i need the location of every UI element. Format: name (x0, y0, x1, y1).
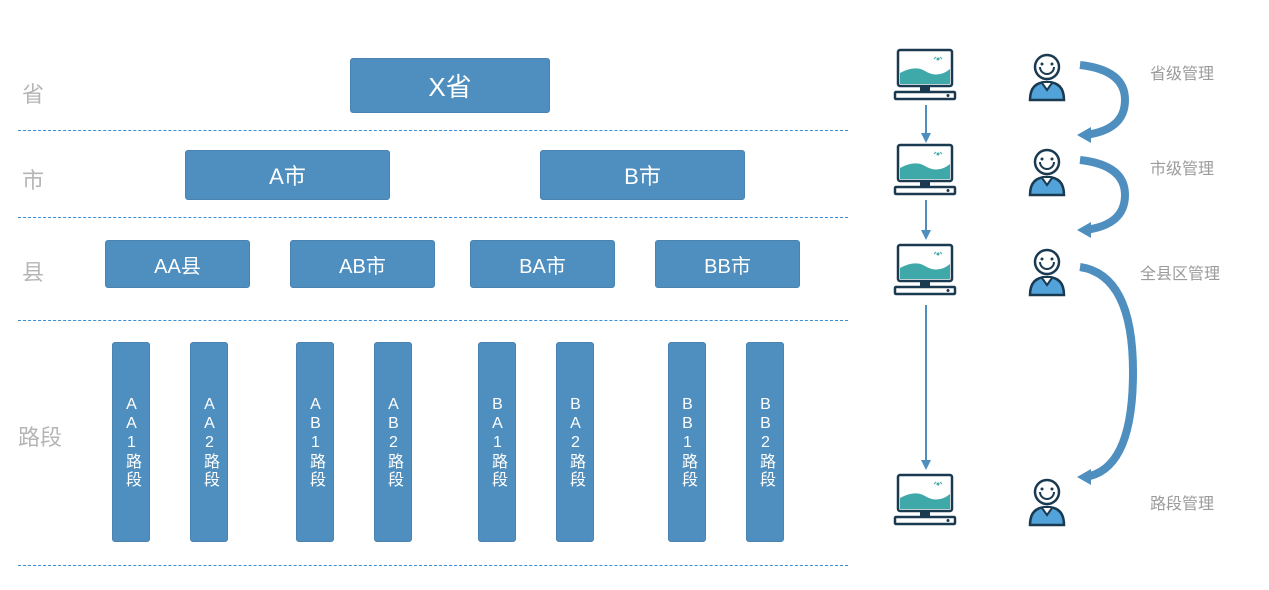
label-province: 省 (22, 77, 44, 109)
node-road-ab1: AB1路段 (296, 342, 334, 542)
computer-icon (890, 240, 960, 305)
mgmt-label-city: 市级管理 (1150, 155, 1214, 179)
person-icon (1020, 145, 1075, 205)
node-road-aa1: AA1路段 (112, 342, 150, 542)
node-road-aa2: AA2路段 (190, 342, 228, 542)
node-road-ba1: BA1路段 (478, 342, 516, 542)
label-road: 路段 (18, 420, 62, 452)
divider-1 (18, 130, 848, 131)
node-road-ba2: BA2路段 (556, 342, 594, 542)
curve-arrow-icon (1075, 55, 1135, 150)
label-county: 县 (22, 255, 44, 287)
person-icon (1020, 475, 1075, 535)
node-road-bb2: BB2路段 (746, 342, 784, 542)
node-city-b: B市 (540, 150, 745, 200)
node-county-ab: AB市 (290, 240, 435, 288)
arrow-down-icon (919, 305, 933, 475)
person-icon (1020, 245, 1075, 305)
node-road-ab2: AB2路段 (374, 342, 412, 542)
node-city-a: A市 (185, 150, 390, 200)
node-county-bb: BB市 (655, 240, 800, 288)
node-road-bb1: BB1路段 (668, 342, 706, 542)
arrow-down-icon (919, 105, 933, 148)
node-county-aa: AA县 (105, 240, 250, 288)
mgmt-label-road: 路段管理 (1150, 490, 1214, 514)
arrow-down-icon (919, 200, 933, 245)
computer-icon (890, 140, 960, 205)
computer-icon (890, 470, 960, 535)
node-county-ba: BA市 (470, 240, 615, 288)
computer-icon (890, 45, 960, 110)
divider-3 (18, 320, 848, 321)
divider-2 (18, 217, 848, 218)
mgmt-label-province: 省级管理 (1150, 60, 1214, 84)
divider-4 (18, 565, 848, 566)
curve-arrow-icon (1075, 255, 1145, 495)
mgmt-label-county: 全县区管理 (1140, 260, 1220, 284)
label-city: 市 (22, 163, 44, 195)
node-province: X省 (350, 58, 550, 113)
person-icon (1020, 50, 1075, 110)
curve-arrow-icon (1075, 150, 1135, 245)
